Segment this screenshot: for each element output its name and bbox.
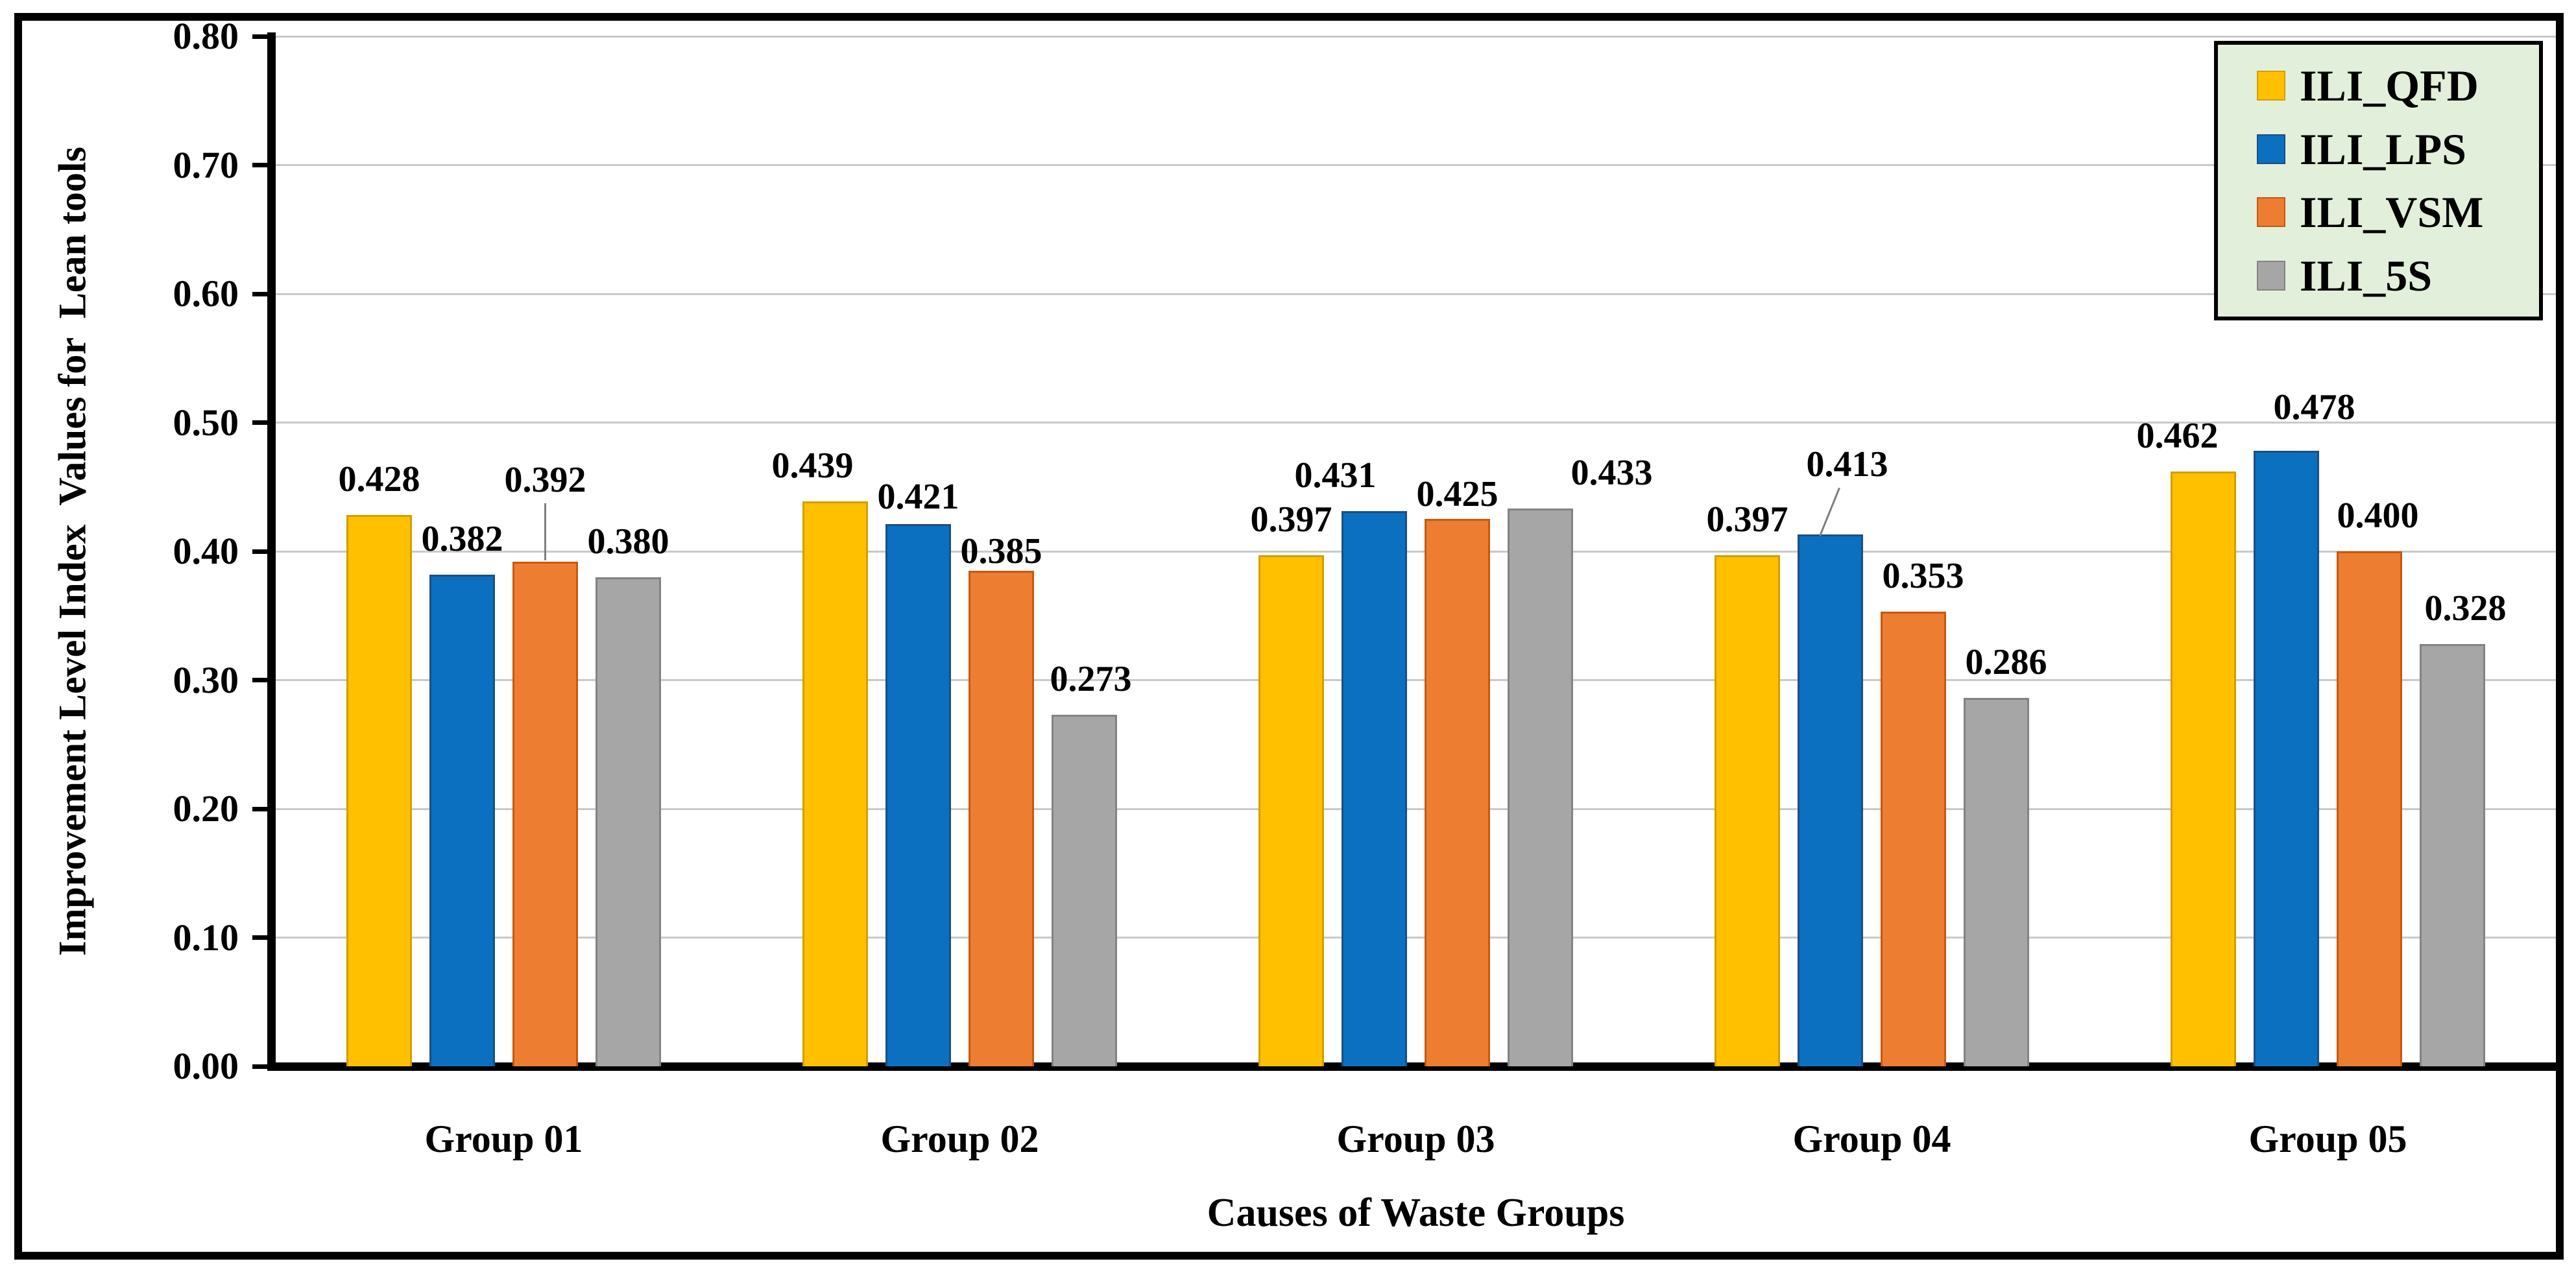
gridline-0.40 — [276, 550, 2556, 553]
gridline-0.60 — [276, 293, 2556, 295]
y-tick-label-0.50: 0.50 — [173, 401, 239, 444]
data-label-group-02-ili-qfd: 0.439 — [771, 445, 854, 486]
gridline-0.20 — [276, 808, 2556, 810]
legend-item-ili-vsm: ILI_VSM — [2257, 190, 2539, 234]
legend-item-ili-qfd: ILI_QFD — [2257, 64, 2539, 108]
legend-item-ili-5s: ILI_5S — [2257, 254, 2539, 298]
y-tick-label-0.40: 0.40 — [173, 530, 239, 572]
bar-group-02-ili-qfd — [802, 501, 868, 1066]
x-category-label-group-02: Group 02 — [880, 1118, 1039, 1160]
data-label-group-05-ili-qfd: 0.462 — [2136, 415, 2219, 456]
data-label-group-04-ili-5s: 0.286 — [1965, 642, 2047, 683]
bar-group-04-ili-qfd — [1715, 555, 1780, 1066]
data-label-group-02-ili-5s: 0.273 — [1050, 659, 1132, 700]
gridline-0.50 — [276, 422, 2556, 424]
y-tick-0.30 — [252, 678, 276, 682]
y-tick-label-0.20: 0.20 — [173, 787, 239, 830]
x-category-label-group-05: Group 05 — [2248, 1118, 2407, 1160]
bar-group-05-ili-qfd — [2171, 471, 2236, 1066]
data-label-group-02-ili-vsm: 0.385 — [960, 531, 1042, 571]
bar-group-04-ili-vsm — [1881, 612, 1946, 1066]
legend-box: ILI_QFD ILI_LPS ILI_VSM ILI_5S — [2214, 41, 2543, 320]
data-label-group-05-ili-lps: 0.478 — [2273, 387, 2355, 428]
bar-group-04-ili-5s — [1964, 698, 2029, 1066]
legend-swatch-icon-ili-lps — [2257, 134, 2285, 164]
legend-label-ili-vsm: ILI_VSM — [2300, 187, 2484, 237]
y-tick-label-0.80: 0.80 — [173, 15, 239, 57]
y-tick-0.10 — [252, 935, 276, 940]
legend-swatch-icon-ili-vsm — [2257, 197, 2285, 228]
bar-group-05-ili-lps — [2254, 451, 2319, 1066]
data-label-group-04-ili-qfd: 0.397 — [1706, 499, 1788, 540]
bar-group-02-ili-5s — [1052, 715, 1117, 1066]
legend-swatch-icon-ili-qfd — [2257, 71, 2285, 101]
legend-swatch-icon-ili-5s — [2257, 260, 2285, 291]
legend-label-ili-5s: ILI_5S — [2300, 250, 2433, 300]
x-category-label-group-01: Group 01 — [424, 1118, 583, 1160]
data-label-group-03-ili-vsm: 0.425 — [1416, 474, 1499, 515]
y-tick-label-0.30: 0.30 — [173, 658, 239, 701]
gridline-0.10 — [276, 937, 2556, 939]
data-label-group-01-ili-vsm: 0.392 — [504, 459, 586, 500]
bar-group-03-ili-vsm — [1425, 519, 1490, 1066]
gridline-0.70 — [276, 164, 2556, 166]
y-tick-0.70 — [252, 163, 276, 167]
y-tick-label-0.70: 0.70 — [173, 143, 239, 186]
data-label-group-05-ili-5s: 0.328 — [2424, 588, 2507, 629]
y-tick-0.80 — [252, 34, 276, 39]
y-tick-0.20 — [252, 806, 276, 811]
bar-group-05-ili-5s — [2420, 643, 2485, 1066]
legend-item-ili-lps: ILI_LPS — [2257, 127, 2539, 171]
y-tick-label-0.10: 0.10 — [173, 916, 239, 959]
bar-group-03-ili-qfd — [1258, 555, 1324, 1066]
data-label-group-02-ili-lps: 0.421 — [877, 477, 959, 518]
legend-label-ili-qfd: ILI_QFD — [2300, 61, 2479, 111]
y-tick-label-0.60: 0.60 — [173, 272, 239, 315]
legend-label-ili-lps: ILI_LPS — [2300, 124, 2466, 174]
bar-group-04-ili-lps — [1798, 534, 1863, 1066]
bar-group-02-ili-lps — [885, 524, 951, 1066]
x-category-label-group-03: Group 03 — [1336, 1118, 1495, 1160]
gridline-0.80 — [276, 35, 2556, 38]
data-label-group-04-ili-lps: 0.413 — [1806, 444, 1888, 485]
x-axis-title: Causes of Waste Groups — [1207, 1191, 1625, 1235]
data-label-group-01-ili-qfd: 0.428 — [338, 459, 420, 500]
data-label-group-04-ili-vsm: 0.353 — [1882, 556, 1964, 597]
bar-group-02-ili-vsm — [969, 570, 1034, 1066]
y-tick-label-0.00: 0.00 — [173, 1045, 239, 1087]
bar-group-01-ili-lps — [429, 574, 495, 1066]
gridline-0.30 — [276, 679, 2556, 681]
y-tick-0.60 — [252, 291, 276, 296]
bar-group-01-ili-vsm — [512, 561, 578, 1066]
data-label-group-03-ili-5s: 0.433 — [1571, 453, 1653, 494]
y-tick-0.50 — [252, 420, 276, 425]
data-label-group-05-ili-vsm: 0.400 — [2337, 496, 2419, 536]
bar-group-03-ili-5s — [1508, 509, 1573, 1066]
data-label-group-01-ili-5s: 0.380 — [587, 521, 669, 562]
y-tick-0.40 — [252, 549, 276, 554]
bar-group-05-ili-vsm — [2337, 551, 2402, 1066]
bar-group-01-ili-5s — [596, 577, 661, 1066]
y-tick-0.00 — [252, 1064, 276, 1069]
x-category-label-group-04: Group 04 — [1792, 1118, 1951, 1160]
bar-group-03-ili-lps — [1342, 511, 1407, 1066]
bar-group-01-ili-qfd — [346, 515, 412, 1066]
data-label-group-01-ili-lps: 0.382 — [421, 518, 503, 559]
data-label-group-03-ili-qfd: 0.397 — [1250, 499, 1332, 540]
data-label-group-03-ili-lps: 0.431 — [1294, 455, 1377, 496]
